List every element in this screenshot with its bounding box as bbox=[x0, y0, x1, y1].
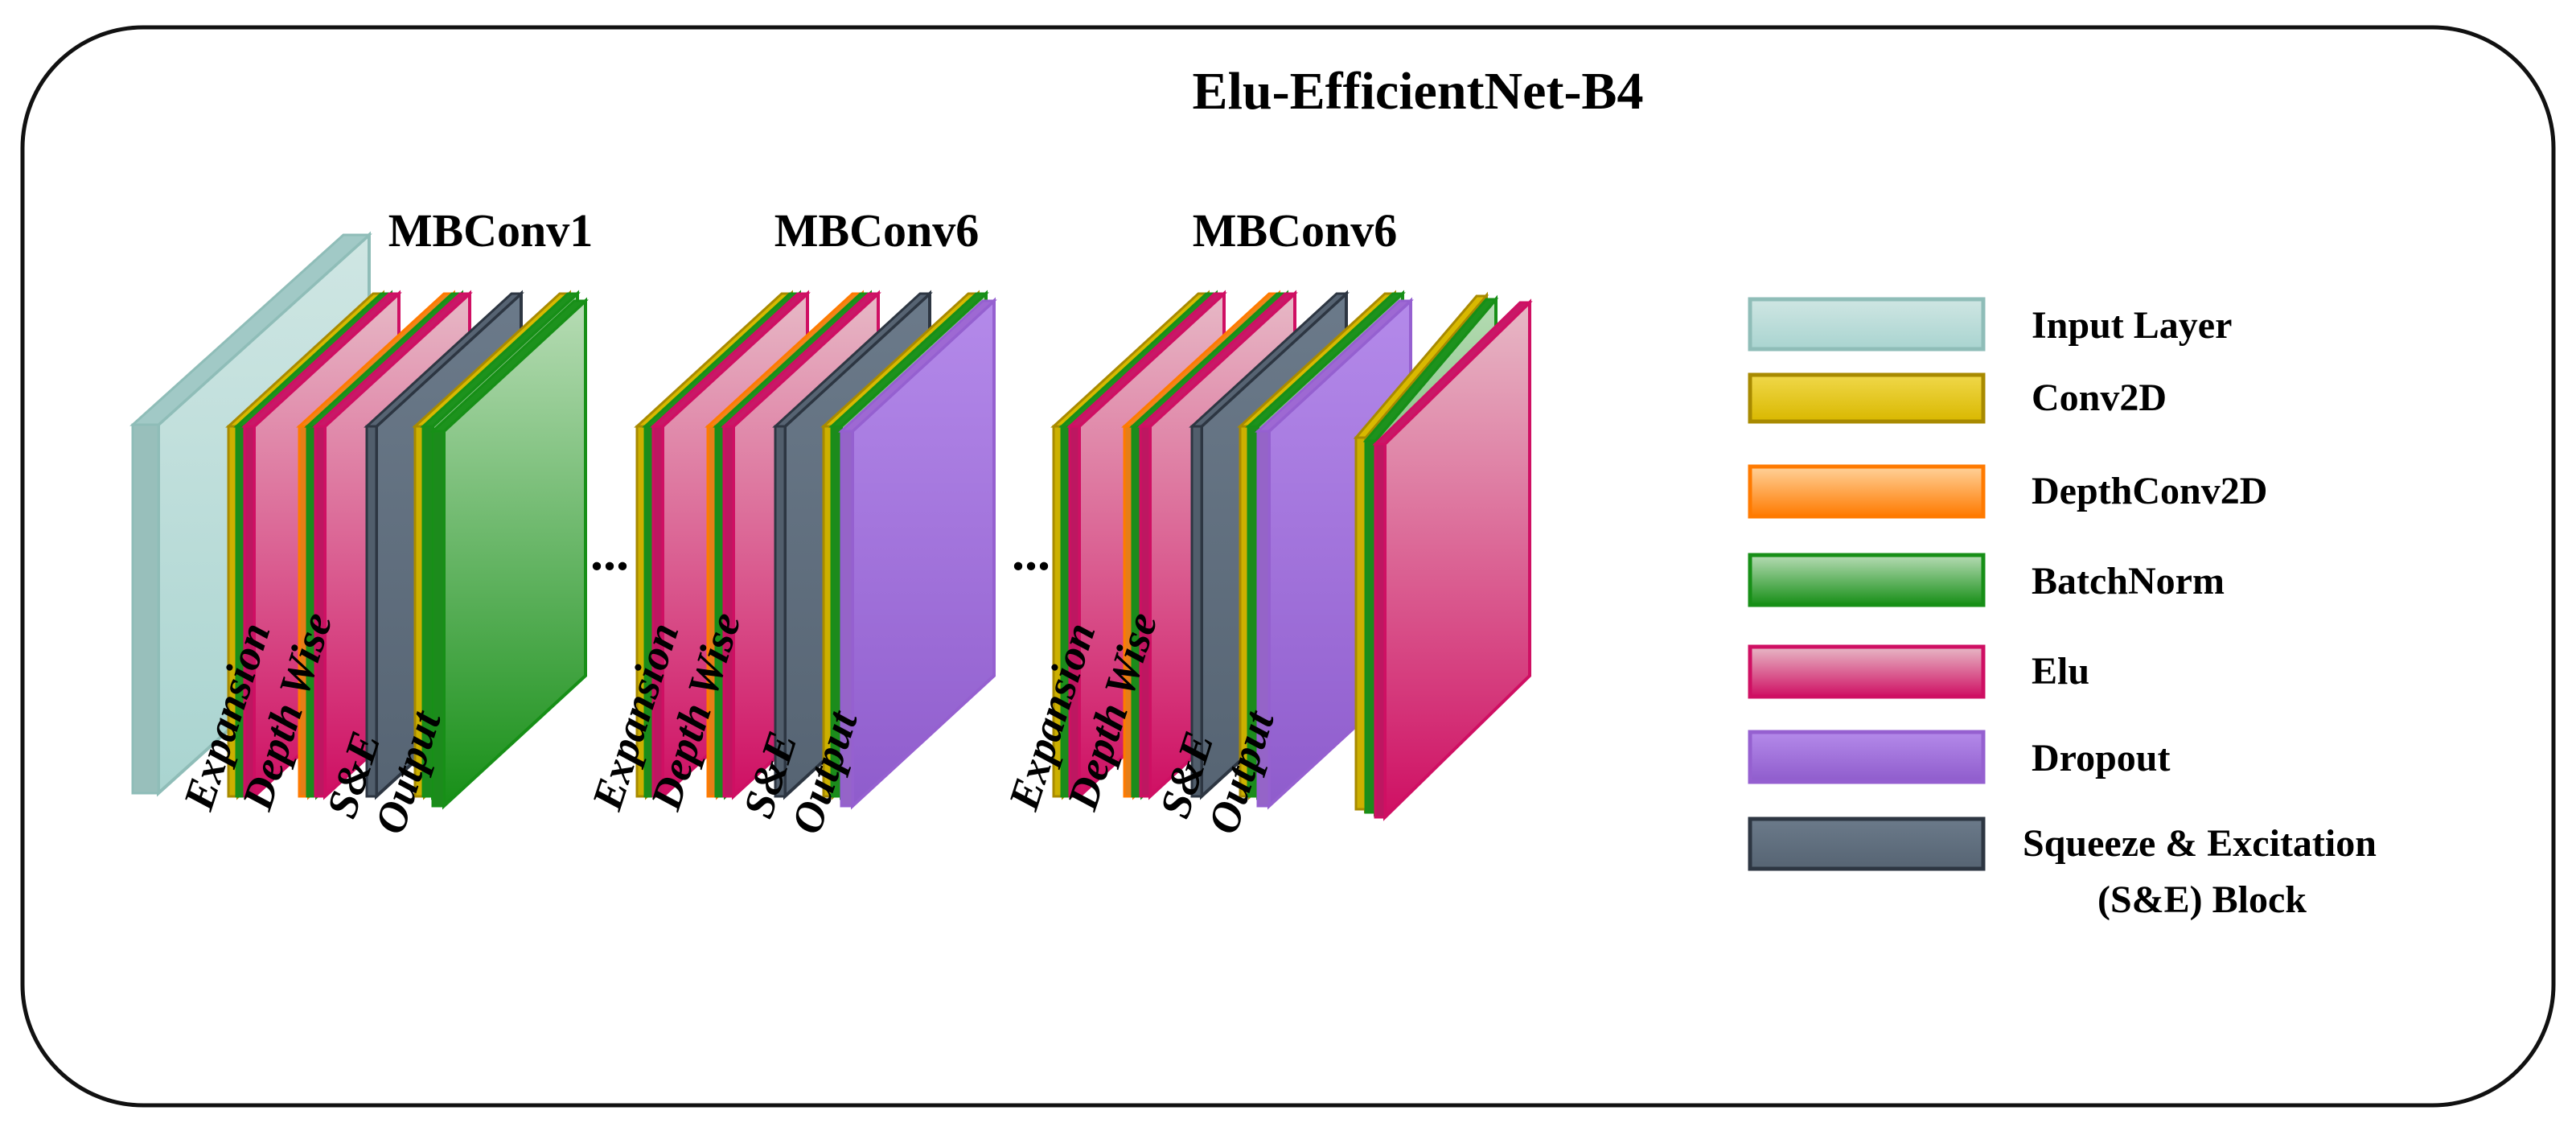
block1-layer-7-se-edge bbox=[365, 425, 378, 798]
legend-swatch-se bbox=[1748, 816, 1986, 871]
diagram-title: Elu-EfficientNet-B4 bbox=[1193, 62, 1644, 121]
block2-final-dropout-edge bbox=[840, 430, 854, 808]
legend-label-input: Input Layer bbox=[2032, 304, 2232, 347]
legend-label-depthconv: DepthConv2D bbox=[2032, 470, 2267, 512]
head-conv2d-edge bbox=[1354, 436, 1367, 811]
ellipsis-2: ... bbox=[1012, 524, 1050, 581]
legend-label-conv2d: Conv2D bbox=[2032, 376, 2167, 419]
block3-layer-3-elu-edge bbox=[1068, 425, 1081, 798]
legend: Input Layer Conv2D DepthConv2D BatchNorm… bbox=[1748, 297, 2377, 921]
block3-layer-7-se-edge bbox=[1190, 425, 1203, 798]
legend-label-se-line2: (S&E) Block bbox=[2097, 878, 2307, 921]
block1-layer-6-elu-edge bbox=[314, 425, 327, 798]
block2-layer-3-elu-edge bbox=[651, 425, 664, 798]
legend-swatch-depthconv bbox=[1748, 464, 1986, 519]
head-batchnorm-edge bbox=[1364, 439, 1377, 814]
legend-swatch-batchnorm bbox=[1748, 553, 1986, 607]
block-title-1: MBConv1 bbox=[388, 204, 594, 257]
legend-label-batchnorm: BatchNorm bbox=[2032, 560, 2225, 603]
block1-layer-3-elu-edge bbox=[243, 425, 256, 798]
legend-swatch-conv2d bbox=[1748, 372, 1986, 424]
legend-swatch-input bbox=[1748, 297, 1986, 352]
head-elu bbox=[1372, 298, 1533, 821]
legend-swatch-dropout bbox=[1748, 730, 1986, 784]
head-elu-edge bbox=[1374, 442, 1387, 819]
block-title-2: MBConv6 bbox=[774, 204, 980, 257]
ellipsis-1: ... bbox=[590, 524, 629, 581]
block1-final-batchnorm bbox=[429, 297, 589, 810]
block2-layer-7-se-edge bbox=[774, 425, 787, 798]
block1-final-batchnorm-edge bbox=[431, 430, 446, 808]
legend-label-dropout: Dropout bbox=[2032, 737, 2170, 779]
input-layer-edge bbox=[131, 423, 160, 795]
block3-layer-6-elu-edge bbox=[1139, 425, 1152, 798]
block2-layer-6-elu-edge bbox=[722, 425, 735, 798]
block-title-3: MBConv6 bbox=[1193, 204, 1398, 257]
block3-final-dropout-edge bbox=[1256, 430, 1271, 808]
legend-label-elu: Elu bbox=[2032, 650, 2089, 693]
legend-label-se-line1: Squeeze & Excitation bbox=[2023, 822, 2377, 865]
block2-final-dropout bbox=[838, 297, 997, 810]
layer-stack bbox=[129, 231, 1533, 821]
legend-swatch-elu bbox=[1748, 644, 1986, 699]
